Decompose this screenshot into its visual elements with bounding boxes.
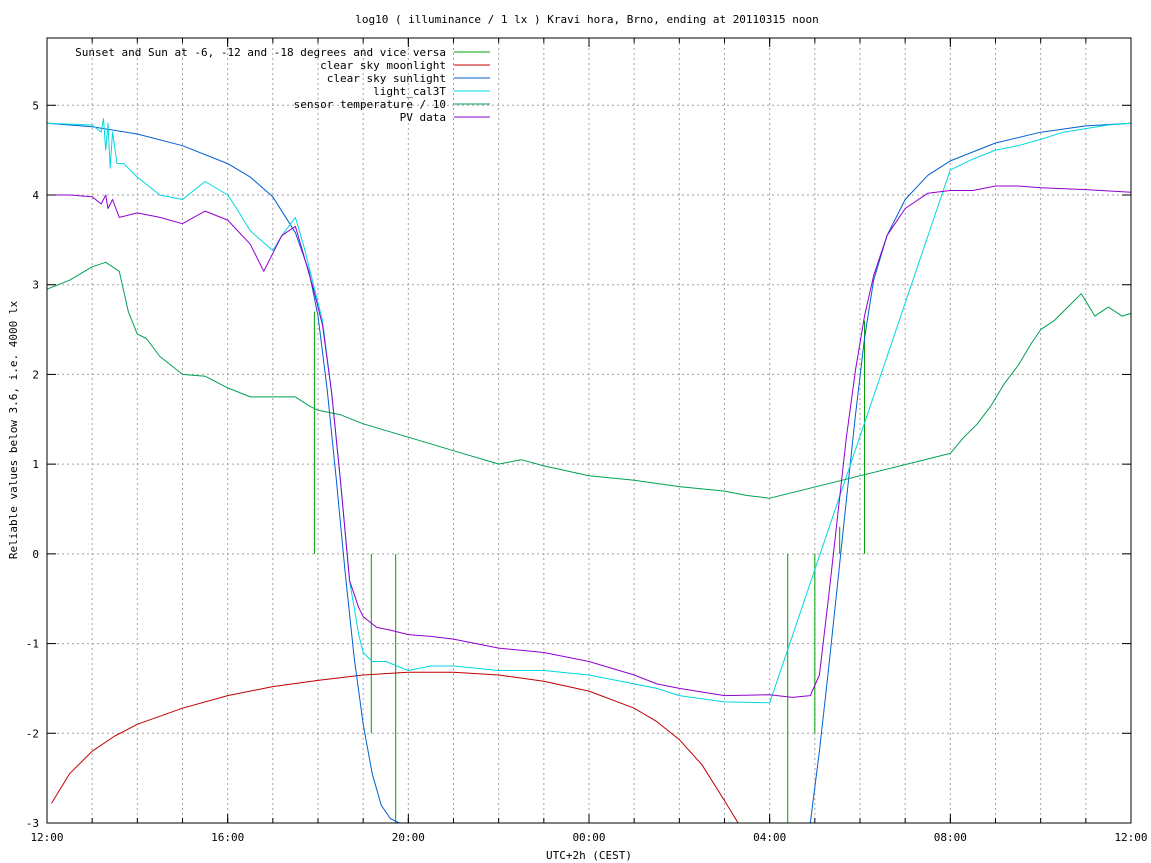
y-tick-label: 5 bbox=[32, 99, 39, 112]
series-line-light-cal3t bbox=[46, 118, 1132, 704]
y-tick-label: -1 bbox=[26, 638, 39, 651]
legend-label: Sunset and Sun at -6, -12 and -18 degree… bbox=[75, 46, 446, 59]
y-tick-label: 4 bbox=[32, 189, 39, 202]
x-axis-label: UTC+2h (CEST) bbox=[546, 849, 632, 862]
legend-label: sensor temperature / 10 bbox=[294, 98, 446, 111]
series-line-clear-sky-sunlight bbox=[46, 122, 1132, 824]
series-line-pv-data bbox=[47, 185, 1132, 698]
legend: Sunset and Sun at -6, -12 and -18 degree… bbox=[75, 46, 490, 124]
y-tick-label: -3 bbox=[26, 817, 39, 830]
y-tick-label: 0 bbox=[32, 548, 39, 561]
y-tick-label: 1 bbox=[32, 458, 39, 471]
axis-ticks: 12:00 16:00 20:00 00:00 04:00 08:00 12:00-3-2-… bbox=[26, 38, 1148, 844]
legend-label: light_cal3T bbox=[373, 85, 446, 98]
x-tick-label: 20:00 bbox=[392, 831, 425, 844]
chart-title: log10 ( illuminance / 1 lx ) Kravi hora,… bbox=[355, 13, 819, 26]
series-sunset-and-sun-at-6-12-and-18-degrees-and-vice-versa bbox=[313, 311, 866, 823]
y-tick-label: 2 bbox=[32, 368, 39, 381]
series-line-sensor-temperature-10 bbox=[46, 261, 1132, 499]
legend-label: clear sky moonlight bbox=[320, 59, 446, 72]
x-tick-label: 16:00 bbox=[211, 831, 244, 844]
series-line-clear-sky-moonlight bbox=[51, 671, 739, 824]
y-tick-label: 3 bbox=[32, 279, 39, 292]
grid bbox=[47, 38, 1131, 823]
x-tick-label: 00:00 bbox=[572, 831, 605, 844]
y-axis-label: Reliable values below 3.6, i.e. 4000 lx bbox=[7, 300, 20, 559]
x-tick-label: 08:00 bbox=[934, 831, 967, 844]
legend-label: clear sky sunlight bbox=[327, 72, 446, 85]
x-tick-label: 12:00 bbox=[1114, 831, 1147, 844]
x-tick-label: 04:00 bbox=[753, 831, 786, 844]
plot-frame bbox=[46, 37, 1132, 824]
x-tick-label: 12:00 bbox=[30, 831, 63, 844]
legend-label: PV data bbox=[400, 111, 446, 124]
plot-series bbox=[46, 118, 1132, 824]
y-tick-label: -2 bbox=[26, 727, 39, 740]
